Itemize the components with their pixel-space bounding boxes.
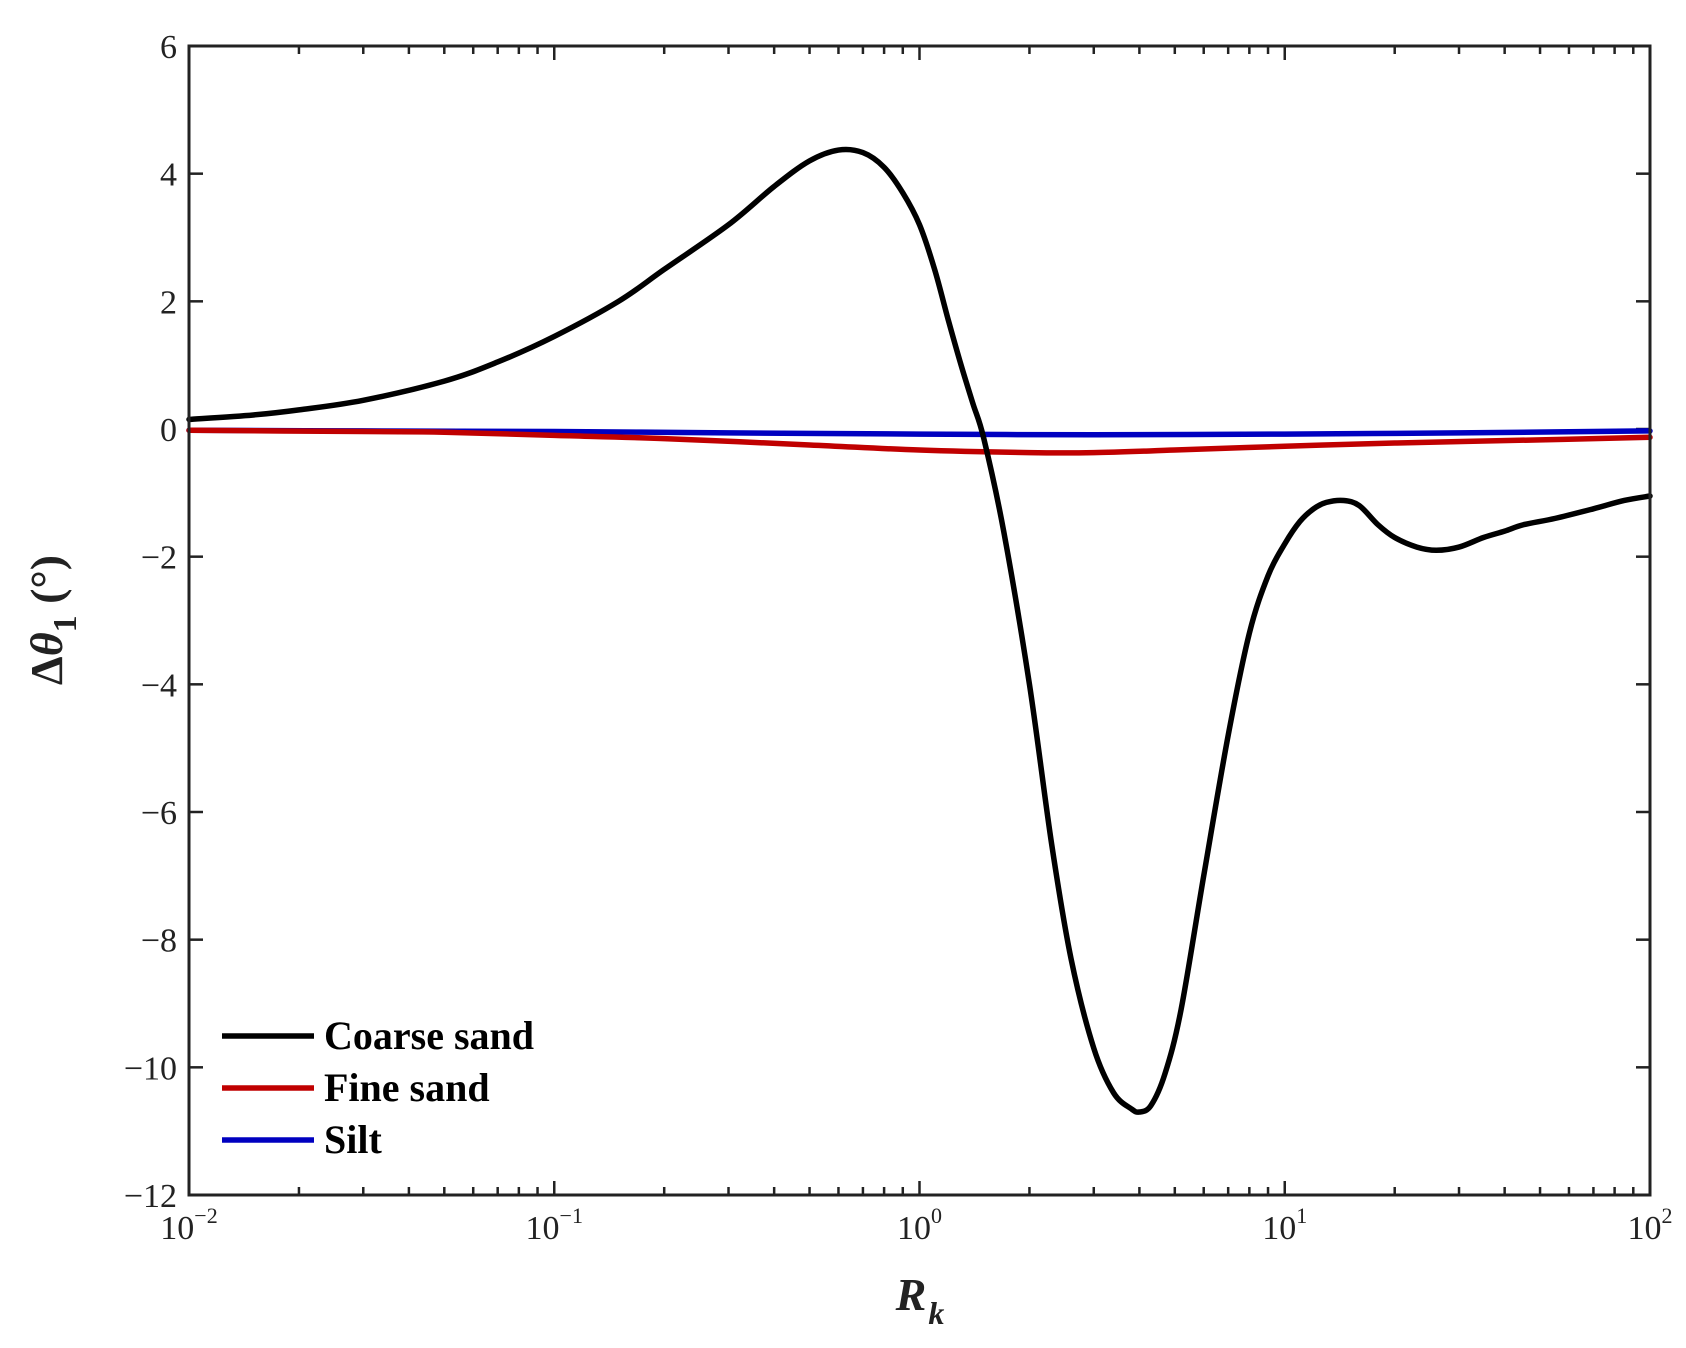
y-tick-label: −4 (141, 667, 177, 704)
legend-label-fine-sand: Fine sand (324, 1065, 490, 1110)
y-tick-label: 0 (160, 412, 177, 449)
y-tick-label: −10 (124, 1050, 177, 1087)
x-axis-label: Rk (895, 1269, 945, 1331)
legend-label-coarse-sand: Coarse sand (324, 1013, 534, 1058)
legend: Coarse sand Fine sand Silt (222, 1013, 534, 1162)
y-tick-label: −6 (141, 795, 177, 832)
x-tick-label-base: 10 (526, 1210, 560, 1247)
x-axis-label-subscript: k (928, 1295, 944, 1331)
y-axis-label-theta: θ (21, 632, 72, 656)
y-tick-label: −8 (141, 923, 177, 960)
y-tick-label: −2 (141, 540, 177, 577)
series-line-fine-sand (186, 427, 1653, 456)
x-tick-label-base: 10 (897, 1210, 931, 1247)
y-tick-label: 2 (160, 284, 177, 321)
x-axis-label-main: R (895, 1269, 927, 1320)
y-tick-label: 6 (160, 29, 177, 66)
x-tick-label-exponent: −2 (194, 1203, 217, 1228)
plot-area-frame (187, 44, 1652, 1197)
x-tick-label-exponent: 2 (1662, 1203, 1673, 1228)
x-tick-label-base: 10 (1262, 1210, 1296, 1247)
x-tick-label: 10−1 (526, 1203, 583, 1247)
y-axis-label: Δθ1 (°) (21, 555, 84, 685)
x-tick-label-exponent: 1 (1296, 1203, 1307, 1228)
y-axis-label-subscript: 1 (47, 615, 84, 632)
series-line-coarse-sand (186, 146, 1653, 1115)
y-tick-label: −12 (124, 1178, 177, 1215)
y-axis-label-delta: Δ (21, 656, 72, 685)
legend-label-silt: Silt (324, 1117, 382, 1162)
x-tick-label: 102 (1628, 1203, 1673, 1247)
x-tick-label: 101 (1262, 1203, 1307, 1247)
x-tick-label: 10−2 (160, 1203, 217, 1247)
x-tick-label-exponent: 0 (931, 1203, 942, 1228)
x-tick-label-exponent: −1 (560, 1203, 583, 1228)
x-tick-label-base: 10 (160, 1210, 194, 1247)
y-tick-label: 4 (160, 157, 177, 194)
x-tick-label: 100 (897, 1203, 942, 1247)
y-axis-label-unit: (°) (21, 555, 72, 616)
data-lines (186, 146, 1653, 1115)
x-tick-label-base: 10 (1628, 1210, 1662, 1247)
